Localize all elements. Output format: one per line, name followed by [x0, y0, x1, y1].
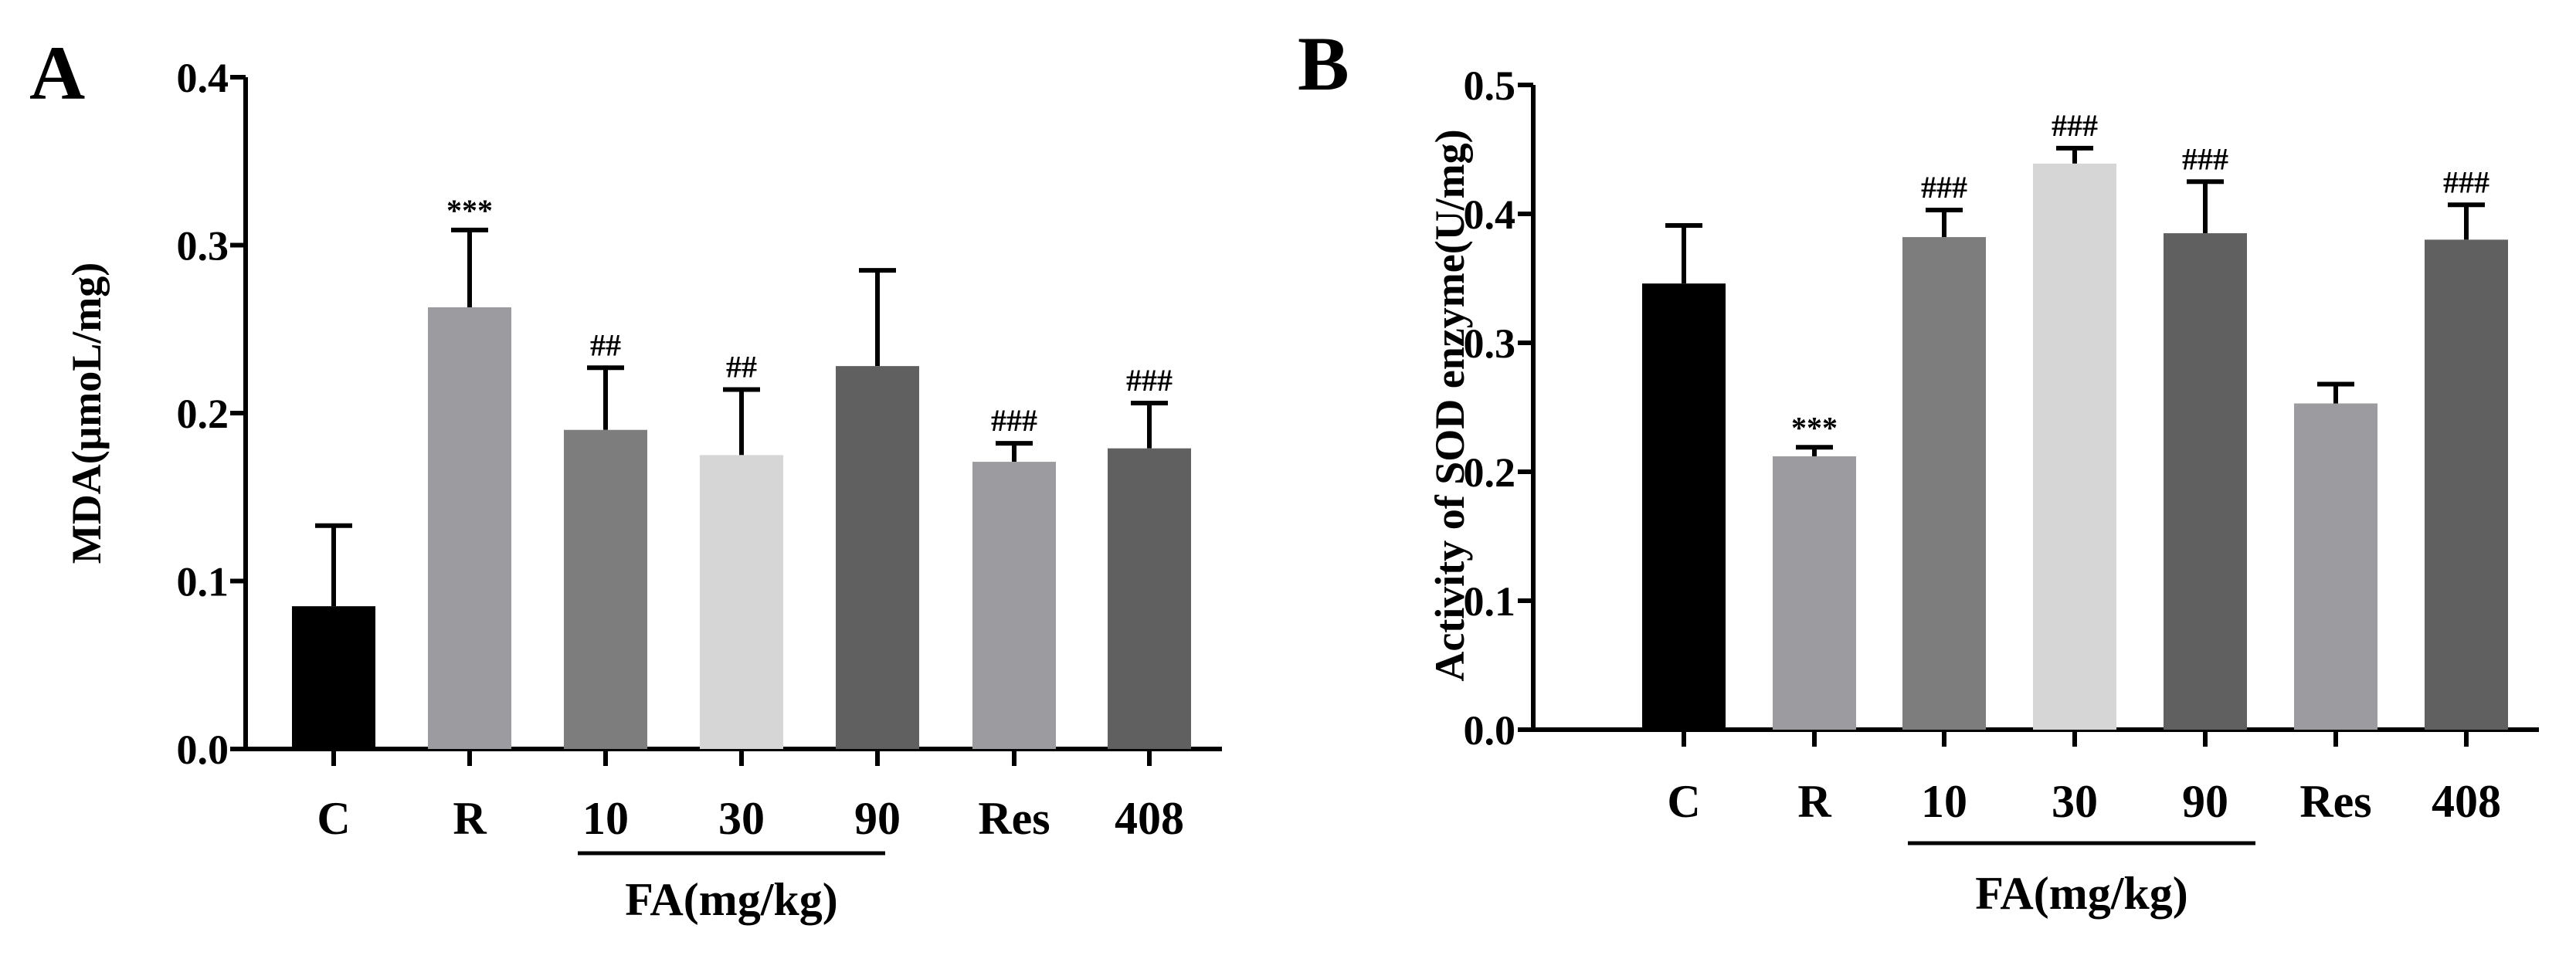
panel-b-bar-r [1773, 456, 1856, 730]
panel-a-bar-c [292, 606, 375, 749]
panel-b-group-label: FA(mg/kg) [1975, 868, 2188, 919]
panel-b-bar-res [2294, 403, 2377, 730]
panel-a-significance-label: ## [726, 350, 757, 385]
panel-a-significance-label: *** [446, 193, 493, 228]
panel-a-bar-90 [836, 366, 919, 749]
panel-a-category-label: 10 [582, 793, 629, 844]
panel-a-y-tick-label: 0.2 [177, 391, 229, 437]
panel-a-bar-r [428, 307, 511, 750]
panel-a-category-label: C [317, 793, 350, 844]
panel-b-y-tick-label: 0.3 [1464, 320, 1516, 367]
panel-b-y-tick-label: 0.0 [1464, 707, 1516, 754]
panel-b-bar-90 [2164, 233, 2247, 730]
panel-a-category-label: Res [978, 793, 1050, 844]
panel-b-bar-30 [2033, 163, 2116, 730]
panel-a-letter: A [29, 30, 85, 116]
panel-a-y-tick-label: 0.0 [177, 727, 229, 773]
panel-a-significance-label: ### [991, 403, 1037, 438]
panel-b-category-label: R [1797, 776, 1831, 827]
panel-b-significance-label: ### [2052, 108, 2098, 143]
panel-b-category-label: 10 [1921, 776, 1967, 827]
panel-a-bar-res [972, 462, 1056, 749]
panel-a-category-label: 30 [718, 793, 765, 844]
panel-b-category-label: Res [2299, 776, 2371, 827]
panel-b-y-axis-title: Activity of SOD enzyme(U/mg) [1427, 129, 1473, 681]
panel-a-significance-label: ### [1126, 363, 1173, 398]
panel-b-category-label: C [1667, 776, 1700, 827]
panel-b-y-tick-label: 0.2 [1464, 449, 1516, 496]
panel-b-chart: B 0.0 0.1 0.2 0.3 0.4 0.5 C R *** 10 ### 30 ### 90 ###… [1298, 21, 2539, 919]
panel-a-significance-label: ## [590, 327, 621, 362]
panel-a-y-tick-label: 0.1 [177, 559, 229, 605]
panel-a-group-label: FA(mg/kg) [625, 874, 838, 925]
panel-b-y-tick-label: 0.4 [1464, 191, 1516, 238]
panel-b-category-label: 90 [2182, 776, 2228, 827]
panel-b-letter: B [1298, 21, 1349, 107]
panel-a-y-tick-label: 0.4 [177, 55, 229, 101]
panel-a-category-label: R [453, 793, 487, 844]
panel-b-category-label: 30 [2052, 776, 2098, 827]
panel-a-bar-30 [700, 455, 783, 749]
panel-b-significance-label: ### [1921, 170, 1967, 205]
panel-a-y-axis-title: MDA(μmoL/mg) [63, 263, 110, 564]
panel-b-bar-10 [1902, 237, 1986, 730]
panel-a-category-label: 408 [1115, 793, 1184, 844]
panel-b-significance-label: ### [2443, 164, 2489, 199]
panel-b-category-label: 408 [2432, 776, 2501, 827]
panel-b-significance-label: ### [2182, 141, 2228, 176]
panel-a-bar-408 [1108, 448, 1191, 749]
panel-a-bar-10 [564, 429, 647, 749]
panel-a-chart: A 0.0 0.1 0.2 0.3 0.4 C R *** 10 ## 30 ## 90 Res ### 40… [29, 30, 1222, 925]
panel-a-y-tick-label: 0.3 [177, 223, 229, 269]
panel-a-category-label: 90 [854, 793, 901, 844]
panel-b-bar-408 [2425, 239, 2508, 730]
panel-b-bar-c [1642, 283, 1726, 730]
panel-b-y-tick-label: 0.5 [1464, 63, 1516, 109]
panel-b-y-tick-label: 0.1 [1464, 578, 1516, 625]
panel-b-significance-label: *** [1791, 410, 1838, 445]
